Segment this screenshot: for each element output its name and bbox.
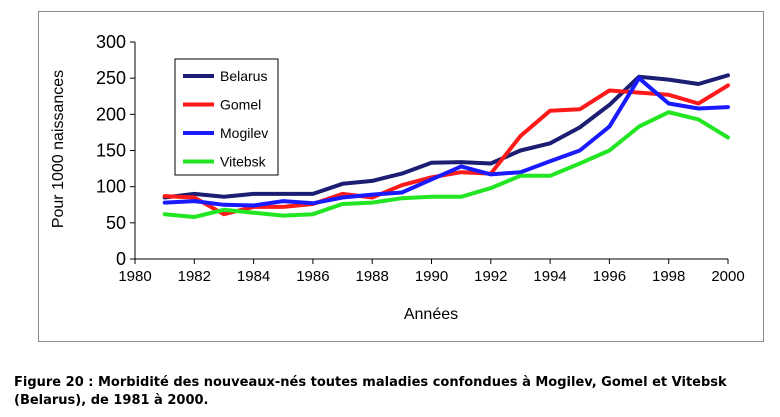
legend: Belarus Gomel Mogilev Vitebsk	[174, 58, 279, 176]
legend-label-vitebsk: Vitebsk	[220, 154, 267, 170]
y-tick-label: 200	[96, 104, 126, 124]
x-tick-label: 1986	[296, 268, 329, 285]
x-tick-label: 1988	[356, 268, 389, 285]
x-tick-label: 1996	[593, 268, 626, 285]
y-tick-label: 50	[106, 213, 126, 233]
x-tick-label: 2000	[711, 268, 744, 285]
figure-caption: Figure 20 : Morbidité des nouveaux-nés t…	[14, 374, 774, 410]
x-tick-label: 1990	[415, 268, 448, 285]
legend-label-mogilev: Mogilev	[220, 125, 268, 141]
legend-box	[174, 58, 279, 176]
y-axis-title: Pour 1000 naissances	[50, 70, 67, 228]
y-tick-label: 300	[96, 32, 126, 52]
y-axis-ticks: 0 50 100 150 200 250 300	[96, 32, 135, 269]
x-axis-ticks: 1980 1982 1984 1986 1988 1990 1992 1994 1996 1998…	[118, 259, 745, 285]
series-lines	[162, 73, 730, 219]
x-tick-label: 1984	[237, 268, 270, 285]
series-line-belarus	[162, 73, 730, 200]
x-tick-label: 1994	[533, 268, 566, 285]
x-tick-label: 1982	[178, 268, 211, 285]
caption-line-1: Figure 20 : Morbidité des nouveaux-nés t…	[14, 375, 727, 390]
y-tick-label: 0	[116, 249, 126, 269]
legend-label-gomel: Gomel	[220, 97, 261, 113]
y-tick-label: 150	[96, 141, 126, 161]
caption-line-2: (Belarus), de 1981 à 2000.	[14, 393, 209, 408]
x-axis-title: Années	[404, 306, 458, 323]
x-tick-label: 1992	[474, 268, 507, 285]
x-tick-label: 1980	[118, 268, 151, 285]
legend-label-belarus: Belarus	[220, 68, 267, 84]
x-tick-label: 1998	[652, 268, 685, 285]
series-line-mogilev	[162, 76, 730, 208]
y-tick-label: 100	[96, 177, 126, 197]
series-line-vitebsk	[162, 110, 730, 219]
chart-frame	[38, 11, 764, 342]
y-tick-label: 250	[96, 68, 126, 88]
